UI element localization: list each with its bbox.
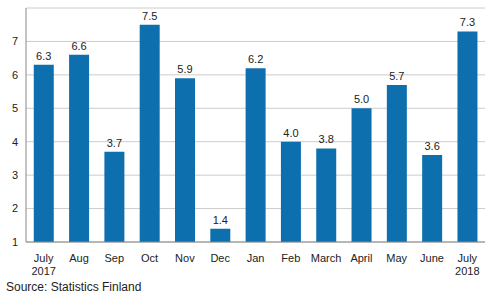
svg-text:5: 5 [12, 102, 18, 114]
svg-text:Aug: Aug [69, 252, 89, 264]
svg-text:Dec: Dec [210, 252, 230, 264]
svg-text:Feb: Feb [281, 252, 300, 264]
svg-text:4.0: 4.0 [283, 127, 298, 139]
svg-text:June: June [420, 252, 444, 264]
svg-text:5.7: 5.7 [389, 70, 404, 82]
svg-text:7.3: 7.3 [460, 16, 475, 28]
svg-text:1: 1 [12, 236, 18, 248]
svg-text:Oct: Oct [141, 252, 158, 264]
svg-text:July2018: July2018 [455, 252, 479, 277]
svg-text:6.2: 6.2 [248, 53, 263, 65]
svg-text:Jan: Jan [247, 252, 265, 264]
svg-text:July2017: July2017 [31, 252, 55, 277]
html-text:Source: Statistics Finland: Source: Statistics Finland [6, 280, 142, 294]
svg-text:5.9: 5.9 [177, 63, 192, 75]
svg-text:4: 4 [12, 136, 18, 148]
svg-text:7: 7 [12, 35, 18, 47]
svg-text:6.6: 6.6 [71, 40, 86, 52]
svg-text:3.6: 3.6 [425, 140, 440, 152]
svg-text:May: May [386, 252, 407, 264]
svg-text:6.3: 6.3 [36, 50, 51, 62]
svg-text:Sep: Sep [104, 252, 124, 264]
svg-text:3.7: 3.7 [107, 137, 122, 149]
svg-text:Nov: Nov [175, 252, 195, 264]
svg-text:7.5: 7.5 [142, 10, 157, 22]
svg-text:April: April [350, 252, 372, 264]
svg-text:2: 2 [12, 202, 18, 214]
svg-text:1.4: 1.4 [213, 214, 228, 226]
svg-text:5.0: 5.0 [354, 93, 369, 105]
svg-text:3: 3 [12, 169, 18, 181]
svg-text:6: 6 [12, 69, 18, 81]
svg-text:March: March [311, 252, 342, 264]
svg-text:3.8: 3.8 [319, 133, 334, 145]
